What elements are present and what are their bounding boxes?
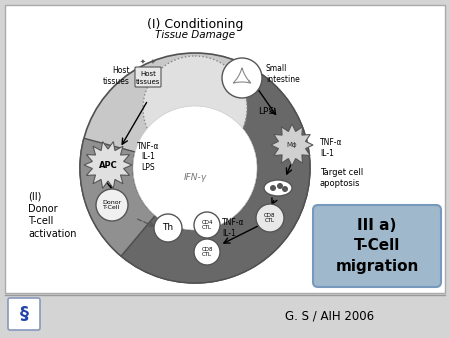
Text: LPS: LPS <box>258 107 274 117</box>
Bar <box>5 5 445 293</box>
Circle shape <box>133 106 257 230</box>
Polygon shape <box>271 124 313 166</box>
Wedge shape <box>80 138 155 256</box>
Circle shape <box>222 58 262 98</box>
Text: III a)
T-Cell
migration: III a) T-Cell migration <box>335 217 418 274</box>
Circle shape <box>194 239 220 265</box>
Text: Th: Th <box>162 223 174 233</box>
Polygon shape <box>84 142 132 188</box>
Text: APC: APC <box>99 161 117 169</box>
FancyBboxPatch shape <box>313 205 441 287</box>
FancyBboxPatch shape <box>8 298 40 330</box>
Bar <box>0 295 450 338</box>
Circle shape <box>282 186 288 192</box>
Circle shape <box>96 189 128 221</box>
Text: TNF-α
IL-1: TNF-α IL-1 <box>222 218 244 238</box>
Text: Mϕ: Mϕ <box>287 142 297 148</box>
Text: IFN-γ: IFN-γ <box>184 173 207 183</box>
Text: ✦: ✦ <box>140 59 146 65</box>
Text: TNF-α
IL-1: TNF-α IL-1 <box>320 138 342 158</box>
Circle shape <box>143 56 247 160</box>
Text: CD4
CTL: CD4 CTL <box>201 220 213 231</box>
Circle shape <box>194 212 220 238</box>
FancyBboxPatch shape <box>135 67 161 87</box>
Text: G. S / AIH 2006: G. S / AIH 2006 <box>285 310 374 322</box>
Text: CD8
CTL: CD8 CTL <box>201 247 213 258</box>
Text: Target cell
apoptosis: Target cell apoptosis <box>320 168 363 188</box>
Text: Host
tissues: Host tissues <box>103 66 130 86</box>
Text: Host
tissues: Host tissues <box>136 72 160 84</box>
Text: CD8
CTL: CD8 CTL <box>264 213 276 223</box>
Text: Donor
T-Cell: Donor T-Cell <box>103 200 122 210</box>
Circle shape <box>154 214 182 242</box>
Text: Tissue Damage: Tissue Damage <box>155 30 235 40</box>
Text: TNF-α
IL-1
LPS: TNF-α IL-1 LPS <box>137 142 159 172</box>
Wedge shape <box>121 68 310 283</box>
Circle shape <box>256 204 284 232</box>
Text: §: § <box>19 305 28 323</box>
Text: Small
intestine: Small intestine <box>266 64 300 84</box>
Text: (I) Conditioning: (I) Conditioning <box>147 18 243 31</box>
Circle shape <box>80 53 310 283</box>
Ellipse shape <box>264 180 292 196</box>
Text: (II)
Donor
T-cell
activation: (II) Donor T-cell activation <box>28 191 76 239</box>
Circle shape <box>277 183 283 189</box>
Circle shape <box>270 185 276 191</box>
Text: ✦: ✦ <box>150 59 156 65</box>
